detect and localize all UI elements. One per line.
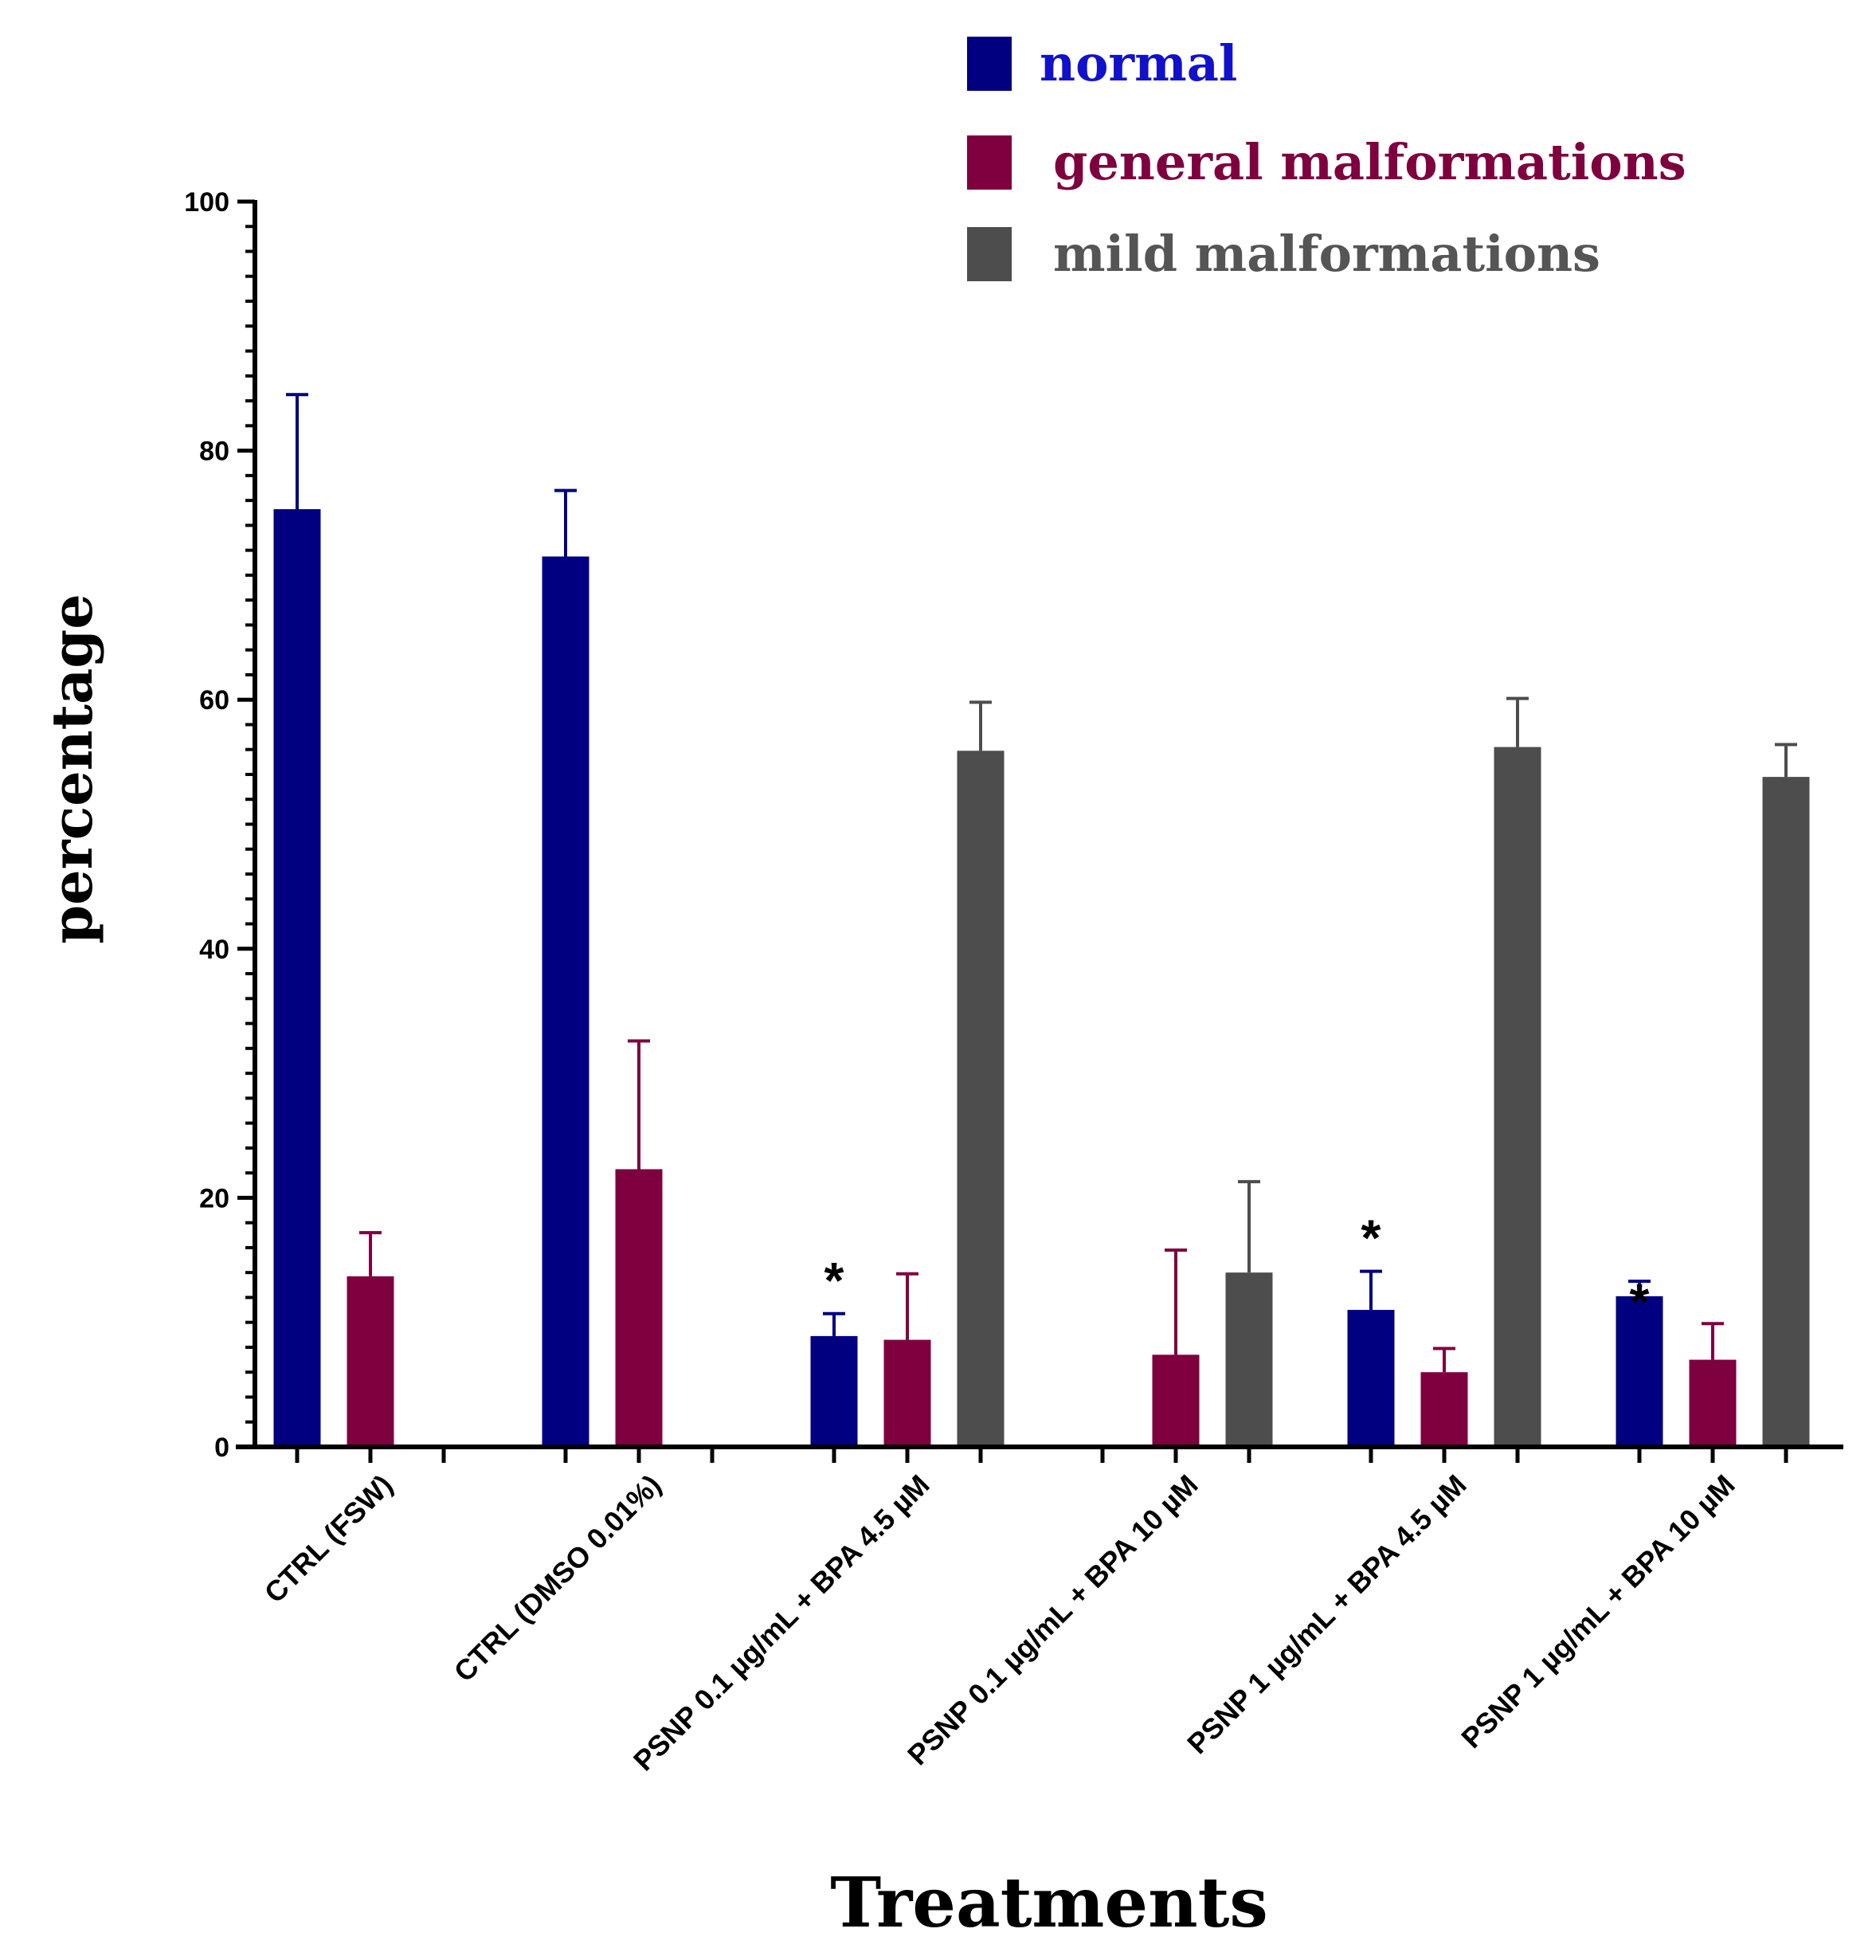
category-label-5: PSNP 1 µg/mL + BPA 10 µM <box>1455 1468 1741 1754</box>
bar-1-4 <box>1420 1372 1468 1447</box>
significance-marker-2: * <box>1630 1273 1650 1331</box>
y-tick-label-3: 60 <box>199 685 229 715</box>
bar-0-4 <box>1347 1310 1395 1447</box>
bar-0-5 <box>1616 1296 1663 1447</box>
y-tick-label-0: 0 <box>214 1433 229 1463</box>
legend-swatch-2 <box>967 227 1012 281</box>
legend-label-1: general malformations <box>1053 133 1686 191</box>
bar-2-4 <box>1494 747 1541 1447</box>
legend-label-2: mild malformations <box>1053 225 1600 283</box>
bar-2-5 <box>1762 777 1810 1447</box>
bar-0-2 <box>810 1335 858 1447</box>
y-tick-label-1: 20 <box>199 1183 229 1213</box>
bar-1-0 <box>347 1276 394 1447</box>
legend-swatch-0 <box>967 37 1012 91</box>
y-tick-label-5: 100 <box>184 187 229 218</box>
bar-0-0 <box>273 509 321 1447</box>
legend-swatch-1 <box>967 135 1012 190</box>
bar-2-3 <box>1225 1272 1273 1447</box>
y-tick-label-2: 40 <box>199 935 229 965</box>
category-label-2: PSNP 0.1 µg/mL + BPA 4.5 µM <box>627 1468 936 1778</box>
y-tick-label-4: 80 <box>199 437 229 467</box>
bar-1-1 <box>615 1169 663 1447</box>
bar-1-5 <box>1689 1359 1737 1447</box>
significance-marker-1: * <box>1361 1209 1381 1267</box>
legend-label-0: normal <box>1040 34 1237 92</box>
category-label-3: PSNP 0.1 µg/mL + BPA 10 µM <box>901 1468 1204 1772</box>
bar-2-2 <box>957 751 1005 1447</box>
bar-0-1 <box>542 556 589 1447</box>
x-axis-title: Treatments <box>830 1863 1268 1943</box>
category-label-0: CTRL (FSW) <box>258 1468 399 1609</box>
category-label-4: PSNP 1 µg/mL + BPA 4.5 µM <box>1181 1468 1473 1761</box>
bar-1-3 <box>1152 1354 1200 1447</box>
bar-1-2 <box>883 1339 931 1447</box>
category-label-1: CTRL (DMSO 0.01%) <box>448 1468 668 1688</box>
significance-marker-0: * <box>824 1252 844 1309</box>
y-axis-title: percentage <box>39 594 105 944</box>
